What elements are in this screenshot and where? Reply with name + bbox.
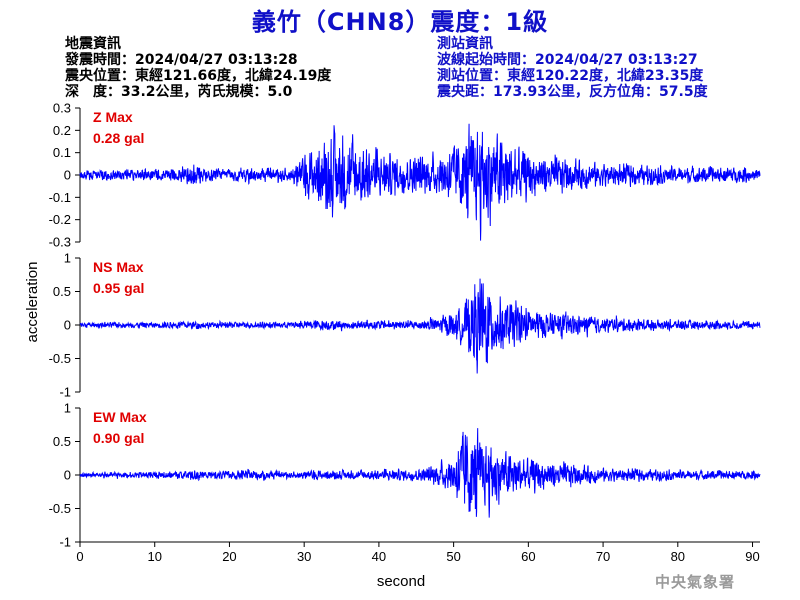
y-tick-label: 0 xyxy=(64,318,71,333)
x-tick-label: 60 xyxy=(521,549,535,564)
x-tick-label: 30 xyxy=(297,549,311,564)
x-tick-label: 20 xyxy=(222,549,236,564)
x-tick-label: 70 xyxy=(596,549,610,564)
x-tick-label: 80 xyxy=(671,549,685,564)
y-tick-label: -0.5 xyxy=(49,351,71,366)
y-axis-title: acceleration xyxy=(24,262,41,343)
peak-value: 0.90 gal xyxy=(93,430,144,446)
y-tick-label: -0.1 xyxy=(49,190,71,205)
y-tick-label: 0.5 xyxy=(53,284,71,299)
x-tick-label: 50 xyxy=(446,549,460,564)
y-tick-label: 0.5 xyxy=(53,434,71,449)
panel-ew: -1 -0.5 0 0.5 1 EW Max 0.90 gal xyxy=(49,401,760,550)
agency-watermark: 中央氣象署 xyxy=(655,571,735,592)
peak-label: NS Max xyxy=(93,259,144,275)
y-tick-label: 0.3 xyxy=(53,101,71,116)
x-tick-label: 0 xyxy=(76,549,83,564)
waveform-z xyxy=(80,124,760,241)
waveform-ew xyxy=(80,428,760,518)
panel-z: -0.3 -0.2 -0.1 0 0.1 0.2 0.3 Z Max 0.28 gal xyxy=(49,101,760,250)
peak-value: 0.28 gal xyxy=(93,130,144,146)
y-tick-label: -0.3 xyxy=(49,235,71,250)
peak-label: Z Max xyxy=(93,109,133,125)
peak-label: EW Max xyxy=(93,409,147,425)
x-axis-title: second xyxy=(377,573,425,590)
x-tick-label: 10 xyxy=(147,549,161,564)
waveform-ns xyxy=(80,279,760,374)
y-tick-label: -1 xyxy=(59,385,71,400)
x-tick-label: 40 xyxy=(372,549,386,564)
x-axis: 0 10 20 30 40 50 60 70 80 90 xyxy=(76,542,760,564)
y-tick-label: -0.2 xyxy=(49,212,71,227)
y-tick-label: 0 xyxy=(64,468,71,483)
y-tick-label: 1 xyxy=(64,401,71,416)
x-tick-label: 90 xyxy=(745,549,759,564)
y-tick-label: -0.5 xyxy=(49,501,71,516)
y-tick-label: 1 xyxy=(64,251,71,266)
y-tick-label: 0.1 xyxy=(53,145,71,160)
y-tick-label: -1 xyxy=(59,535,71,550)
peak-value: 0.95 gal xyxy=(93,280,144,296)
y-tick-label: 0.2 xyxy=(53,123,71,138)
y-tick-label: 0 xyxy=(64,168,71,183)
panel-ns: -1 -0.5 0 0.5 1 NS Max 0.95 gal xyxy=(49,251,760,400)
